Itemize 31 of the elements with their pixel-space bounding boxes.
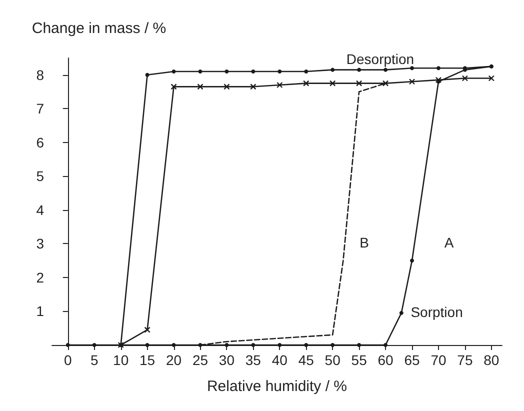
x-tick-label: 0: [64, 352, 72, 368]
y-tick-label: 6: [36, 134, 44, 150]
x-tick-label: 35: [245, 352, 262, 368]
x-tick-label: 65: [404, 352, 420, 368]
x-tick-label: 10: [113, 352, 129, 368]
y-tick-label: 4: [36, 202, 44, 218]
x-tick-label: 50: [324, 352, 341, 368]
annotation: A: [444, 234, 454, 251]
x-tick-label: 20: [166, 352, 182, 368]
x-tick-label: 75: [457, 352, 473, 368]
x-tick-label: 55: [351, 352, 368, 368]
x-tick-label: 15: [140, 352, 156, 368]
y-tick-label: 8: [36, 66, 44, 83]
x-tick-label: 5: [90, 352, 98, 368]
annotation: Sorption: [410, 304, 463, 320]
y-tick-label: 7: [36, 100, 44, 117]
x-tick-label: 70: [430, 352, 446, 368]
y-tick-label: 2: [36, 269, 44, 286]
y-tick-label: 3: [36, 236, 44, 252]
x-tick-label: 40: [272, 352, 288, 368]
annotation: Desorption: [346, 50, 414, 67]
x-axis-title: Relative humidity / %: [206, 378, 348, 395]
x-tick-label: 80: [484, 352, 500, 368]
x-tick-label: 60: [378, 352, 394, 368]
x-tick-label: 25: [192, 352, 208, 368]
y-tick-label: 1: [36, 303, 44, 320]
y-axis-title: Change in mass / %: [32, 20, 166, 37]
annotation: B: [360, 234, 370, 251]
x-tick-label: 30: [218, 352, 235, 368]
y-tick-label: 5: [36, 168, 44, 184]
x-tick-label: 45: [298, 352, 314, 368]
